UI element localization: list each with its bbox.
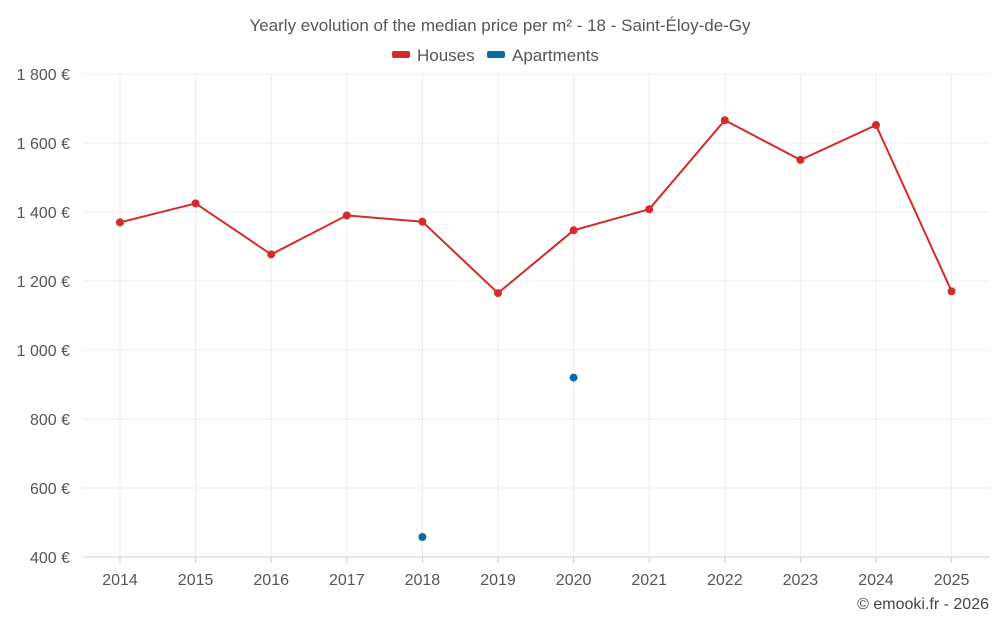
- x-tick-label: 2020: [556, 572, 592, 589]
- y-tick-label: 1 200 €: [17, 274, 70, 291]
- x-tick-label: 2024: [858, 572, 894, 589]
- x-axis-ticks: 2014 2015 2016 2017 2018 2019 2020 2021 2022 2023…: [102, 557, 969, 589]
- data-point-apartments[interactable]: [418, 532, 427, 541]
- legend-swatch-apartments: [487, 51, 505, 58]
- data-point-houses[interactable]: [267, 250, 276, 259]
- data-point-houses[interactable]: [116, 218, 124, 227]
- x-tick-label: 2017: [329, 572, 365, 589]
- y-tick-label: 1 800 €: [17, 67, 70, 84]
- x-tick-label: 2015: [178, 572, 214, 589]
- legend-label-apartments: Apartments: [512, 46, 599, 65]
- data-point-houses[interactable]: [872, 121, 880, 130]
- credit-text: © emooki.fr - 2026: [857, 596, 989, 613]
- y-tick-label: 400 €: [30, 550, 70, 567]
- x-tick-label: 2021: [631, 572, 667, 589]
- y-tick-label: 600 €: [30, 481, 70, 498]
- x-tick-label: 2025: [934, 572, 970, 589]
- data-point-houses[interactable]: [342, 211, 351, 220]
- series: [116, 116, 956, 541]
- legend-label-houses: Houses: [417, 46, 475, 65]
- x-tick-label: 2018: [405, 572, 441, 589]
- legend-item-apartments[interactable]: Apartments: [487, 46, 599, 65]
- legend-item-houses[interactable]: Houses: [392, 46, 475, 65]
- y-tick-label: 800 €: [30, 412, 70, 429]
- data-point-houses[interactable]: [191, 199, 200, 208]
- grid: [83, 73, 990, 558]
- x-tick-label: 2014: [102, 572, 138, 589]
- y-tick-label: 1 000 €: [17, 343, 70, 360]
- y-tick-label: 1 400 €: [17, 205, 70, 222]
- chart-title: Yearly evolution of the median price per…: [249, 16, 751, 35]
- data-point-houses[interactable]: [569, 226, 578, 235]
- data-point-houses[interactable]: [494, 289, 502, 298]
- x-tick-label: 2019: [480, 572, 516, 589]
- y-tick-label: 1 600 €: [17, 136, 70, 153]
- data-point-houses[interactable]: [720, 116, 729, 125]
- data-point-houses[interactable]: [796, 155, 805, 164]
- legend-swatch-houses: [392, 51, 410, 58]
- data-point-houses[interactable]: [645, 205, 654, 214]
- series-line-houses: [119, 118, 953, 295]
- legend: Houses Apartments: [392, 46, 599, 65]
- data-point-apartments[interactable]: [569, 373, 578, 382]
- y-axis-ticks: 400 € 600 € 800 € 1 000 € 1 200 € 1 400 € 1 60…: [17, 67, 70, 567]
- x-tick-label: 2023: [783, 572, 819, 589]
- x-tick-label: 2016: [253, 572, 289, 589]
- data-point-houses[interactable]: [418, 217, 427, 226]
- data-point-houses[interactable]: [947, 287, 956, 296]
- x-tick-label: 2022: [707, 572, 743, 589]
